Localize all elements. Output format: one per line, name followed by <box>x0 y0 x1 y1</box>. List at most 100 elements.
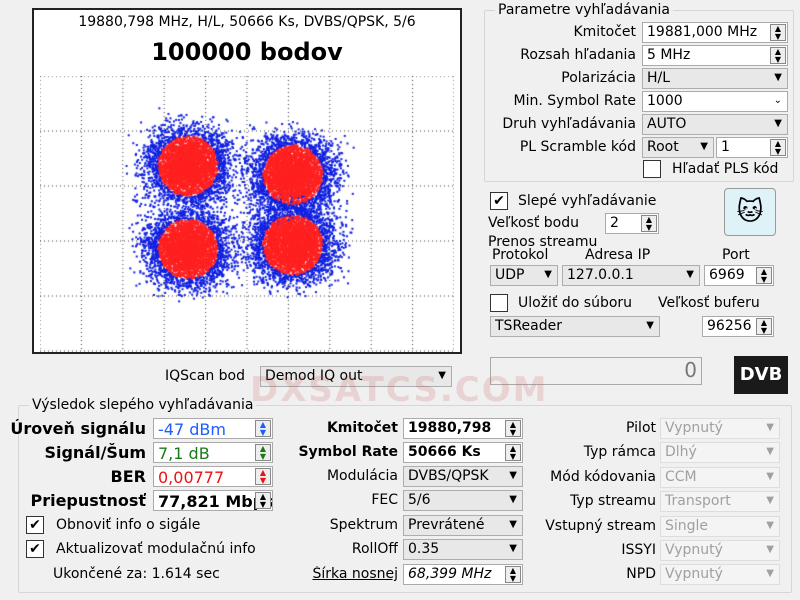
protokol-value: UDP <box>495 267 524 283</box>
mascot-logo-button[interactable]: 🐱 <box>724 188 776 236</box>
spinner-icon[interactable]: ▲ ▼ <box>505 420 521 437</box>
aktualizovat-label: Aktualizovať modulačnú info <box>56 541 276 557</box>
elapsed-time: Ukončené za: 1.614 sec <box>53 566 283 582</box>
spinner-icon[interactable]: ▲ ▼ <box>641 215 657 232</box>
sirka-field[interactable]: 68,399 MHz ▲ ▼ <box>403 564 523 585</box>
blind-scan-checkbox[interactable]: ✔ <box>490 192 508 210</box>
port-input[interactable]: 6969 ▲ ▼ <box>704 265 774 286</box>
kmitocet-label: Kmitočet <box>486 24 636 40</box>
plot-header: 19880,798 MHz, H/L, 50666 Ks, DVBS/QPSK,… <box>34 14 460 30</box>
ber-field[interactable]: 0,00777 ▲ ▼ <box>153 466 273 487</box>
reader-select[interactable]: TSReader ▼ <box>490 316 660 337</box>
rozsah-input[interactable]: 5 MHz ▲ ▼ <box>642 45 788 66</box>
chevron-down-icon: ▼ <box>766 446 774 457</box>
iqscan-value: Demod IQ out <box>265 368 362 384</box>
sr-value: 50666 Ks <box>408 444 481 460</box>
kmitocet-value: 19881,000 MHz <box>647 24 757 40</box>
ramec-label: Typ rámca <box>526 444 656 460</box>
buffer-value: 96256 <box>707 318 752 334</box>
spinner-icon[interactable]: ▲ ▼ <box>255 492 271 509</box>
iqscan-label: IQScan bod <box>130 368 245 384</box>
spinner-icon[interactable]: ▲ ▼ <box>770 139 786 156</box>
chevron-down-icon: ▼ <box>700 141 708 152</box>
issyi-value: Vypnutý <box>665 542 723 558</box>
buffer-input[interactable]: 96256 ▲ ▼ <box>702 316 774 337</box>
minsr-label: Min. Symbol Rate <box>486 93 636 109</box>
counter-display: 0 <box>490 357 702 385</box>
chevron-down-icon: ⌄ <box>774 95 782 106</box>
chevron-down-icon: ▼ <box>766 495 774 506</box>
ramec-select: Dlhý ▼ <box>660 442 780 463</box>
typ-stream-label: Typ streamu <box>526 493 656 509</box>
aktualizovat-checkbox[interactable]: ✔ <box>26 540 44 558</box>
polar-value: H/L <box>647 70 670 86</box>
save-to-file-checkbox[interactable] <box>490 294 508 312</box>
chevron-down-icon: ▼ <box>766 544 774 555</box>
dvb-logo: DVB <box>734 356 788 394</box>
point-size-input[interactable]: 2 ▲ ▼ <box>605 213 659 234</box>
level-field[interactable]: -47 dBm ▲ ▼ <box>153 418 273 439</box>
chevron-down-icon: ▼ <box>544 269 552 280</box>
npd-label: NPD <box>526 566 656 582</box>
sr-field[interactable]: 50666 Ks ▲ ▼ <box>403 442 523 463</box>
druh-select[interactable]: AUTO ▼ <box>642 114 788 135</box>
ber-value: 0,00777 <box>158 468 224 487</box>
search-params-title: Parametre vyhľadávania <box>495 2 673 18</box>
spinner-icon[interactable]: ▲ ▼ <box>505 566 521 583</box>
chevron-down-icon: ▼ <box>646 320 654 331</box>
buffer-label: Veľkosť buferu <box>658 295 800 311</box>
adresa-select[interactable]: 127.0.0.1 ▼ <box>562 265 700 286</box>
fec-value: 5/6 <box>408 492 431 508</box>
protokol-label: Protokol <box>492 247 562 263</box>
chevron-down-icon: ▼ <box>509 519 517 530</box>
rozsah-value: 5 MHz <box>647 47 690 63</box>
spinner-icon[interactable]: ▲ ▼ <box>770 24 786 41</box>
chevron-down-icon: ▼ <box>766 422 774 433</box>
hladat-pls-checkbox[interactable] <box>643 160 661 178</box>
rolloff-select[interactable]: 0.35 ▼ <box>403 539 523 560</box>
spinner-icon[interactable]: ▲ ▼ <box>255 420 271 437</box>
mod-select[interactable]: DVBS/QPSK ▼ <box>403 466 523 487</box>
sirka-link[interactable]: Šírka nosnej <box>278 566 398 582</box>
rozsah-label: Rozsah hľadania <box>486 47 636 63</box>
spektrum-select[interactable]: Prevrátené ▼ <box>403 515 523 536</box>
sirka-value: 68,399 MHz <box>408 566 491 582</box>
spektrum-label: Spektrum <box>278 517 398 533</box>
chevron-down-icon: ▼ <box>774 118 782 129</box>
typ-stream-value: Transport <box>665 493 731 509</box>
pls-value-input[interactable]: 1 ▲ ▼ <box>716 137 788 158</box>
fec-select[interactable]: 5/6 ▼ <box>403 490 523 511</box>
chevron-down-icon: ▼ <box>766 471 774 482</box>
obnovit-label: Obnoviť info o sigále <box>56 517 276 533</box>
spinner-icon[interactable]: ▲ ▼ <box>255 468 271 485</box>
spinner-icon[interactable]: ▲ ▼ <box>756 318 772 335</box>
iqscan-select[interactable]: Demod IQ out ▼ <box>260 366 452 387</box>
typ-stream-select: Transport ▼ <box>660 491 780 512</box>
throughput-field[interactable]: 77,821 Mbps ▲ ▼ <box>153 490 273 511</box>
spinner-icon[interactable]: ▲ ▼ <box>770 47 786 64</box>
vstup-label: Vstupný stream <box>526 518 656 534</box>
kmit-field[interactable]: 19880,798 ▲ ▼ <box>403 418 523 439</box>
kmit-value: 19880,798 <box>408 420 491 436</box>
kmitocet-input[interactable]: 19881,000 MHz ▲ ▼ <box>642 22 788 43</box>
mod-kod-select: CCM ▼ <box>660 467 780 488</box>
iq-constellation-canvas <box>40 76 454 352</box>
spinner-icon[interactable]: ▲ ▼ <box>505 444 521 461</box>
minsr-select[interactable]: 1000 ⌄ <box>642 91 788 112</box>
hladat-pls-label: Hľadať PLS kód <box>672 161 792 177</box>
spinner-icon[interactable]: ▲ ▼ <box>756 267 772 284</box>
pls-mode-select[interactable]: Root ▼ <box>642 137 714 158</box>
protokol-select[interactable]: UDP ▼ <box>490 265 558 286</box>
pls-mode-value: Root <box>647 139 679 155</box>
chevron-down-icon: ▼ <box>686 269 694 280</box>
ramec-value: Dlhý <box>665 444 697 460</box>
chevron-down-icon: ▼ <box>766 568 774 579</box>
blind-scan-label: Slepé vyhľadávanie <box>518 193 698 209</box>
spinner-icon[interactable]: ▲ ▼ <box>255 444 271 461</box>
obnovit-checkbox[interactable]: ✔ <box>26 516 44 534</box>
snr-field[interactable]: 7,1 dB ▲ ▼ <box>153 442 273 463</box>
minsr-value: 1000 <box>647 93 683 109</box>
polar-select[interactable]: H/L ▼ <box>642 68 788 89</box>
issyi-label: ISSYI <box>526 542 656 558</box>
issyi-select: Vypnutý ▼ <box>660 540 780 561</box>
